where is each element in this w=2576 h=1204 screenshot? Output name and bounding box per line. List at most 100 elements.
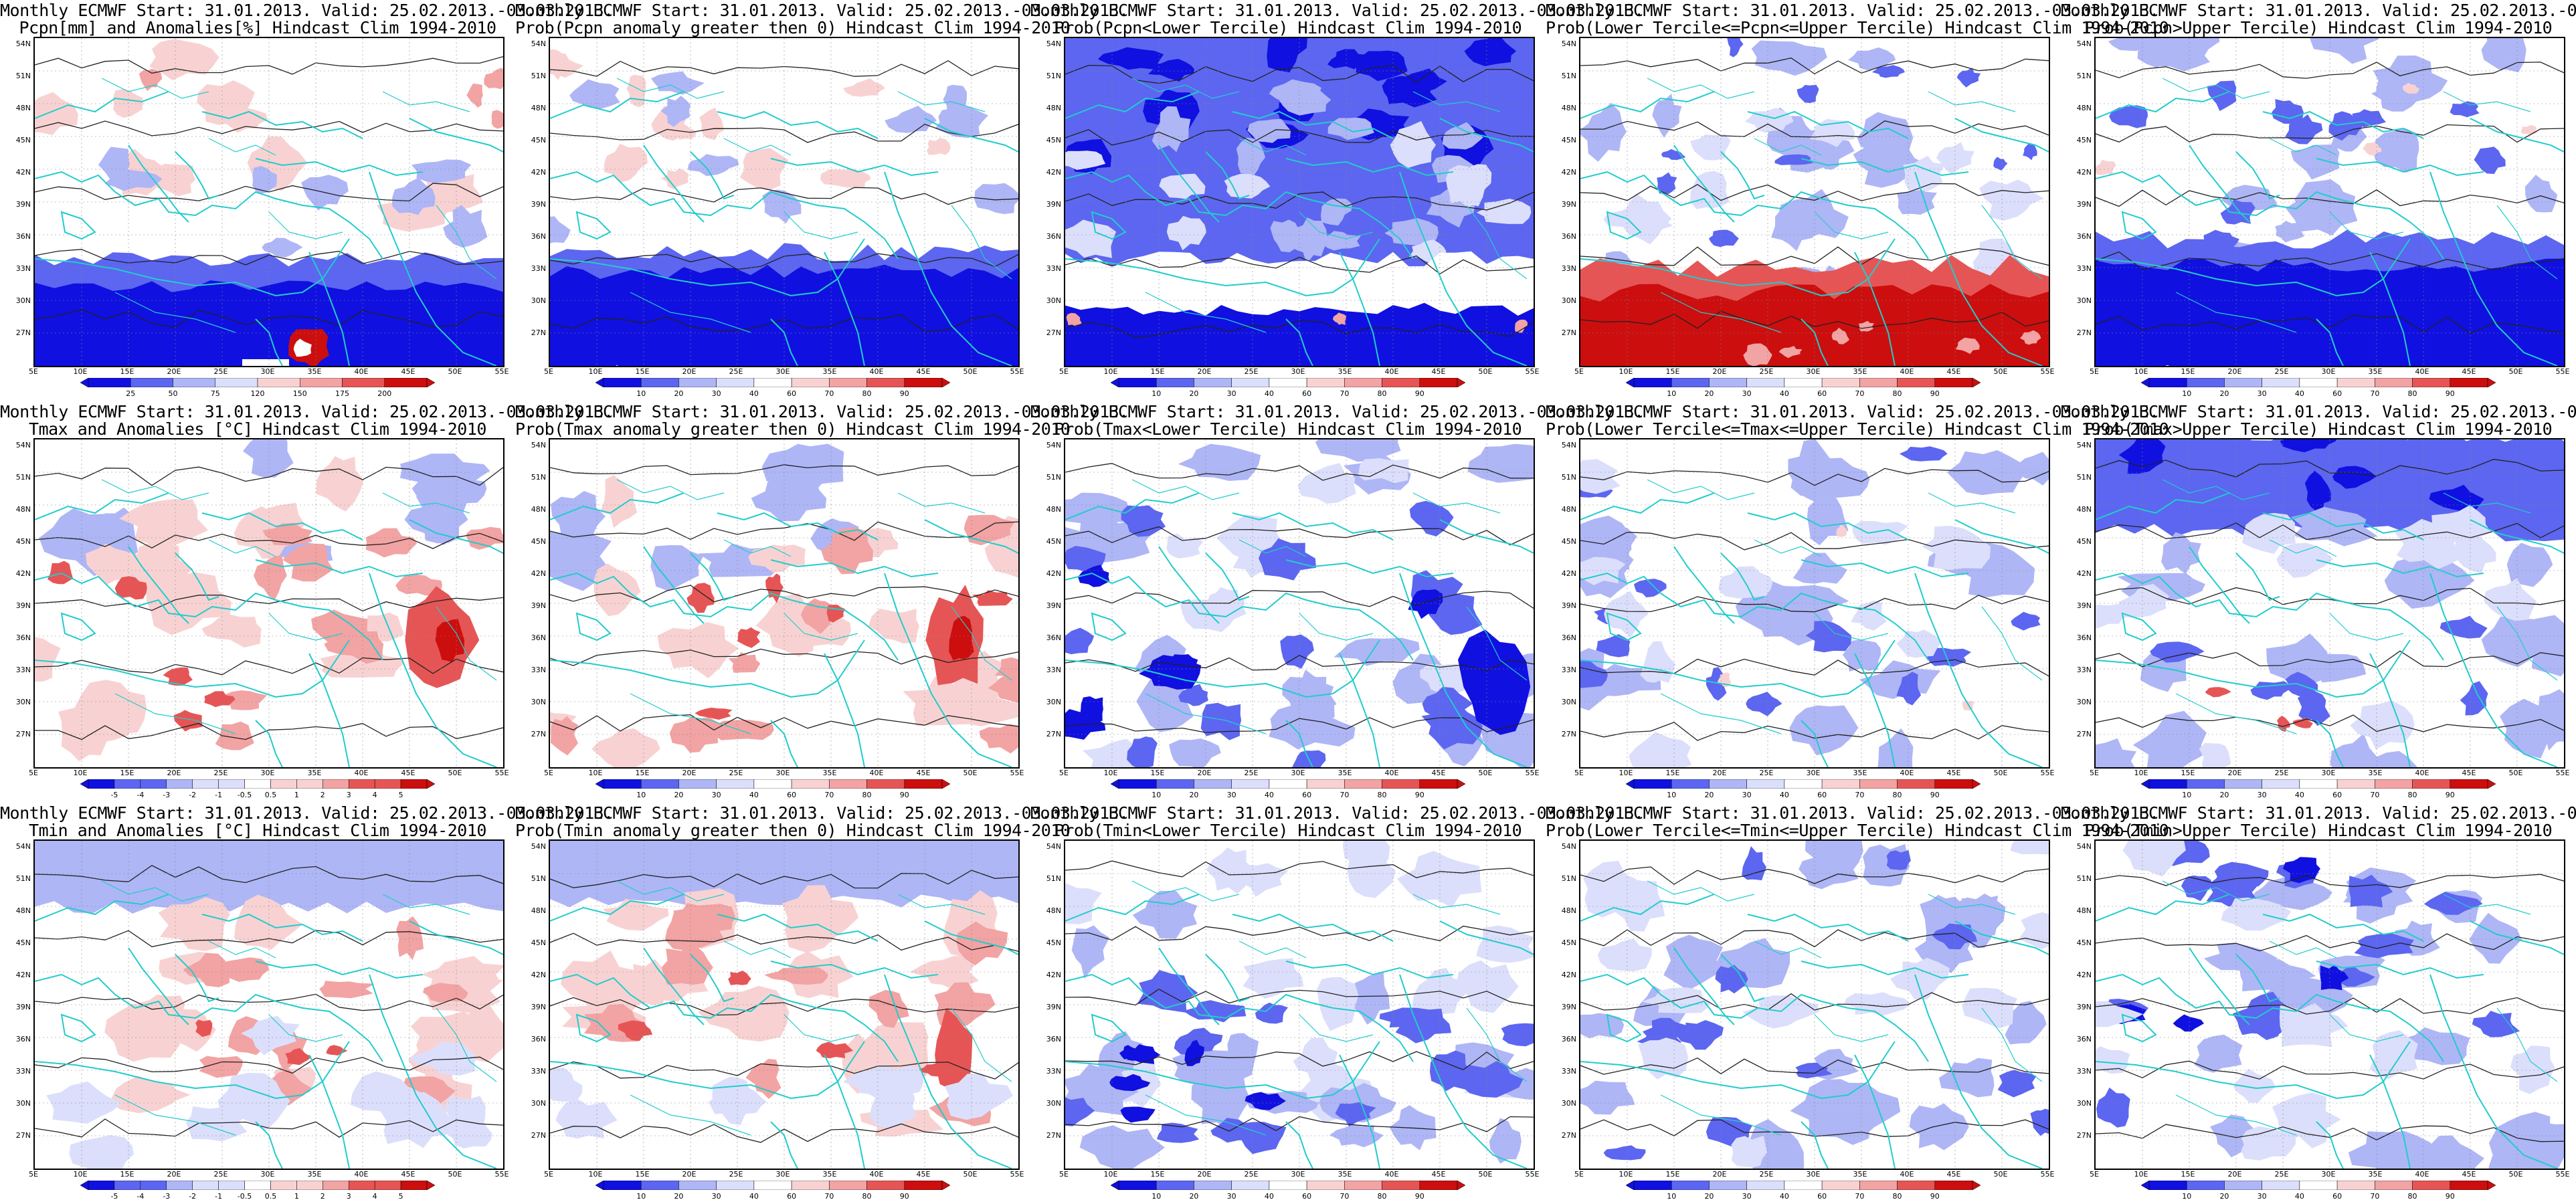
coastline xyxy=(1065,91,1200,119)
lat-tick-label: 54N xyxy=(15,842,31,851)
shaded-region xyxy=(1842,639,1881,672)
colorbar-label: 80 xyxy=(1377,1192,1387,1201)
lat-tick-label: 30N xyxy=(15,698,31,706)
colorbar-label: 30 xyxy=(1742,791,1752,799)
shaded-region xyxy=(48,561,74,585)
lon-tick-label: 40E xyxy=(1900,367,1914,376)
shaded-region xyxy=(944,1074,1013,1120)
coastline xyxy=(1720,954,1765,1003)
coastline xyxy=(1606,211,1642,240)
shaded-region xyxy=(651,71,705,95)
lon-tick-label: 25E xyxy=(2274,1170,2289,1179)
lat-tick-label: 27N xyxy=(2076,730,2092,738)
lon-tick-label: 55E xyxy=(1525,367,1540,376)
colorbar-swatch xyxy=(1897,779,1936,789)
precip-middle-tercile-map xyxy=(1579,37,2050,367)
lat-tick-label: 54N xyxy=(2076,39,2092,48)
lon-tick-label: 15E xyxy=(2181,1170,2195,1179)
lon-tick-label: 10E xyxy=(73,1170,88,1179)
shaded-region xyxy=(2181,875,2212,902)
tmax-middle-tercile-map xyxy=(1579,438,2050,769)
lon-tick-label: 30E xyxy=(775,367,790,376)
colorbar-arrow-high xyxy=(1457,378,1465,387)
colorbar-label: 40 xyxy=(1779,389,1789,398)
map-field xyxy=(1065,841,1534,1169)
shaded-region xyxy=(1797,84,1819,103)
lon-tick-label: 10E xyxy=(1103,367,1118,376)
coastline xyxy=(308,252,350,366)
shaded-region xyxy=(686,583,715,613)
country-border xyxy=(1814,211,1889,239)
shaded-region xyxy=(1297,463,1356,504)
country-border xyxy=(897,492,986,514)
colorbar-swatch xyxy=(1859,779,1898,789)
lon-tick-label: 5E xyxy=(1574,1170,1584,1179)
contour-line xyxy=(35,865,503,884)
map-field xyxy=(1065,38,1534,366)
colorbar-arrow-high xyxy=(941,378,950,387)
shaded-region xyxy=(1255,1002,1288,1024)
shaded-region xyxy=(85,543,139,585)
lat-tick-label: 42N xyxy=(15,168,31,177)
shaded-region xyxy=(1604,591,1649,638)
coastline xyxy=(2189,546,2250,624)
lat-tick-label: 39N xyxy=(1046,1003,1061,1011)
shaded-region xyxy=(1247,118,1291,143)
coastline xyxy=(1439,519,1534,554)
country-border xyxy=(382,894,470,915)
lon-tick-label: 25E xyxy=(213,769,228,777)
coastline xyxy=(1065,1041,1380,1100)
lat-tick-label: 48N xyxy=(1046,104,1061,112)
coastline xyxy=(770,158,939,177)
shaded-region xyxy=(2320,965,2349,991)
country-border xyxy=(1647,78,1755,99)
lat-tick-label: 54N xyxy=(531,441,546,449)
coastline xyxy=(2316,1121,2344,1169)
shaded-region xyxy=(1329,1124,1384,1148)
country-border xyxy=(1814,1014,1889,1042)
country-border xyxy=(1754,940,1822,959)
colorbar-swatch xyxy=(1156,1181,1194,1190)
panel-title-line1: Monthly ECMWF Start: 31.01.2013. Valid: … xyxy=(1030,402,1644,421)
country-border xyxy=(2175,693,2297,734)
country-border xyxy=(382,91,470,112)
coastline xyxy=(2121,1013,2157,1043)
shaded-region xyxy=(593,563,641,617)
country-border xyxy=(784,1014,858,1042)
shaded-region xyxy=(1332,312,1347,325)
lon-tick-label: 20E xyxy=(167,1170,181,1179)
coastline xyxy=(35,572,383,661)
colorbar-swatch xyxy=(173,378,215,387)
shaded-region xyxy=(2023,144,2037,161)
tmin-probability-map xyxy=(549,839,1020,1170)
shaded-region xyxy=(1806,621,1852,653)
coastline xyxy=(2262,110,2424,139)
lon-tick-label: 45E xyxy=(1946,1170,1961,1179)
country-border xyxy=(1466,1007,1528,1082)
shaded-region xyxy=(2460,681,2488,716)
colorbar xyxy=(1626,378,1981,387)
coastline xyxy=(2121,612,2157,641)
lon-tick-label: 15E xyxy=(120,769,134,777)
lon-tick-label: 55E xyxy=(2040,367,2055,376)
country-border xyxy=(2269,539,2337,557)
coastline xyxy=(308,1054,350,1169)
lat-tick-label: 45N xyxy=(1561,537,1576,546)
coastline xyxy=(2369,653,2411,767)
colorbar-swatch xyxy=(192,1181,219,1190)
country-border xyxy=(1131,880,1240,902)
shaded-region xyxy=(1515,319,1528,333)
shaded-region xyxy=(2173,1014,2204,1032)
colorbar xyxy=(1111,378,1465,387)
colorbar-label: 20 xyxy=(674,791,684,799)
shaded-region xyxy=(1926,647,1972,667)
colorbar-swatch xyxy=(1382,1181,1420,1190)
coastline xyxy=(1580,91,1715,119)
panel-title-line1: Monthly ECMWF Start: 31.01.2013. Valid: … xyxy=(2061,803,2576,823)
shaded-region xyxy=(560,950,644,1012)
lon-tick-label: 10E xyxy=(1619,769,1633,777)
shaded-region xyxy=(1580,1013,1625,1039)
lon-tick-label: 40E xyxy=(869,367,884,376)
colorbar-label: 90 xyxy=(1930,791,1940,799)
colorbar-label: 10 xyxy=(1152,791,1162,799)
